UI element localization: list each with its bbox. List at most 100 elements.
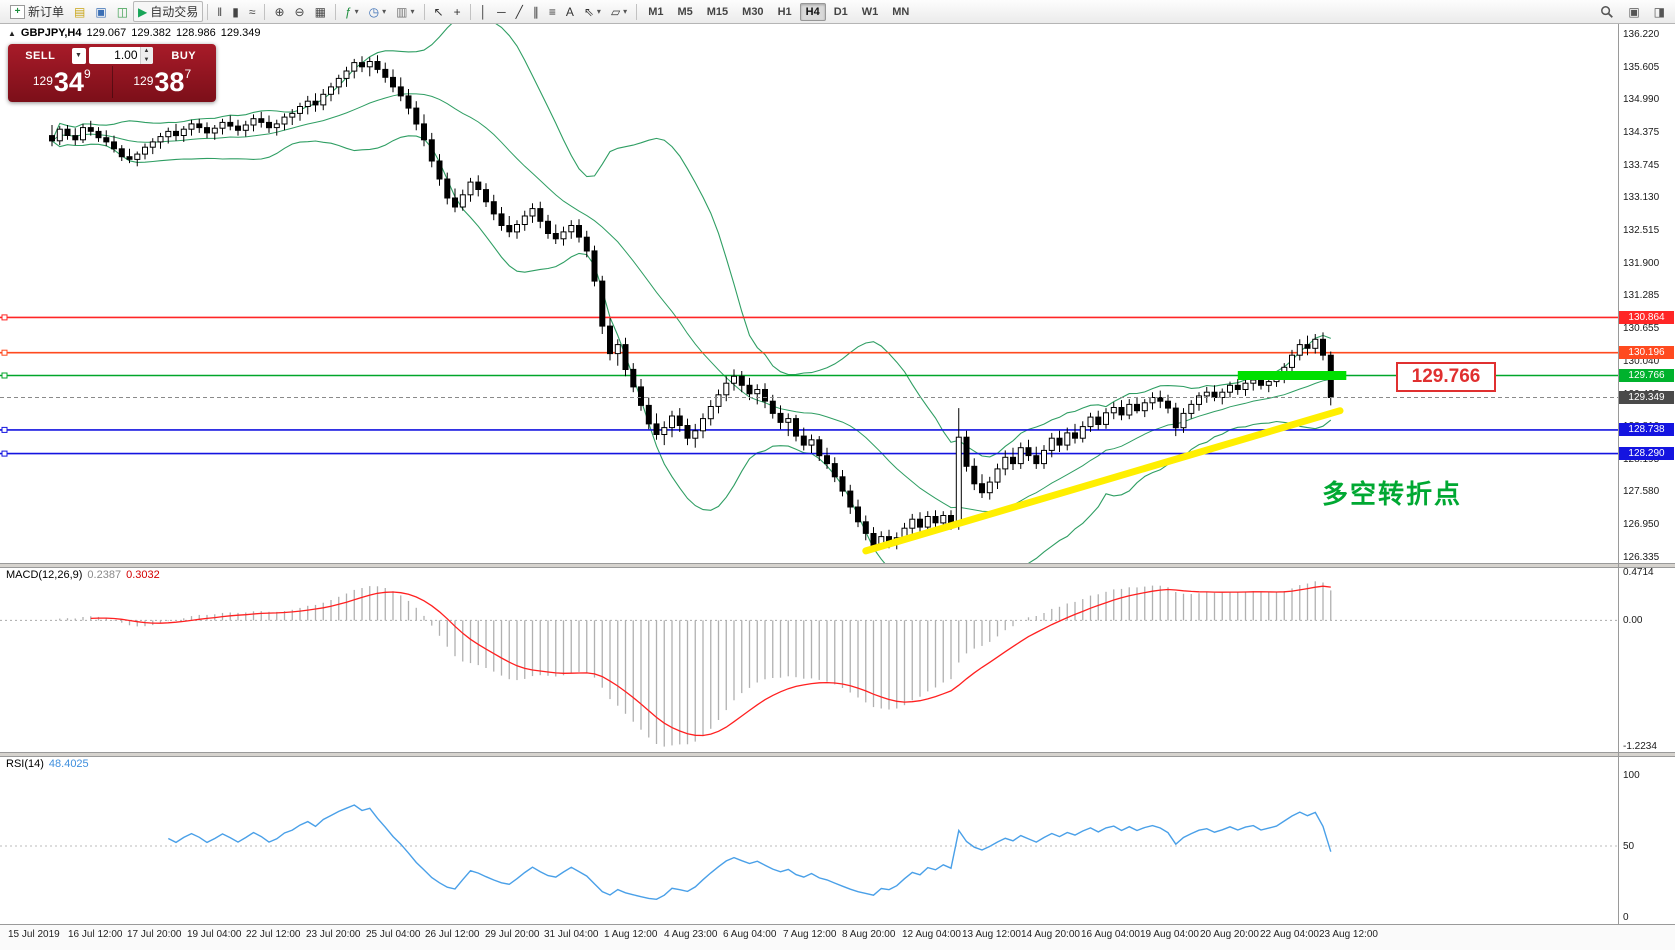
trendline-button[interactable]: ╱ [511,1,528,22]
lot-increment-button[interactable]: ▲ [140,47,153,56]
macd-rsi-separator[interactable] [0,752,1675,757]
data-window-icon: ◫ [116,4,129,19]
buy-button[interactable]: 129387 [113,66,213,98]
rsi-axis-label: 0 [1623,912,1629,923]
buy-price-big: 38 [154,67,185,97]
periods-icon: ◷ [368,4,380,19]
dropdown-caret-icon: ▾ [410,7,415,16]
lot-dropdown-button[interactable]: ▼ [71,47,86,64]
time-label: 7 Aug 12:00 [783,929,837,940]
price-callout-box[interactable]: 129.766 [1396,362,1496,392]
time-label: 16 Aug 04:00 [1081,929,1140,940]
toolbar-separator [636,3,638,20]
lot-size-input[interactable]: 1.00 ▲ ▼ [88,47,153,64]
timeframe-m15-button[interactable]: M15 [706,5,729,18]
cursor-button[interactable]: ↖ [429,1,449,22]
crosshair-icon: + [453,4,461,19]
line-handle[interactable] [1,314,8,321]
data-window-button[interactable]: ◫ [112,1,133,22]
time-label: 8 Aug 20:00 [842,929,896,940]
time-label: 6 Aug 04:00 [723,929,777,940]
time-label: 22 Jul 12:00 [246,929,301,940]
resistance-zone[interactable] [1237,371,1347,380]
sell-price-sup: 9 [83,67,91,81]
price-axis-line [1618,23,1619,924]
sell-button[interactable]: 129349 [12,66,113,98]
indicators-button[interactable]: ƒ ▾ [340,1,364,22]
channel-button[interactable]: ∥ [528,1,544,22]
time-axis: 15 Jul 2019 16 Jul 12:00 17 Jul 20:00 19 Ju… [0,924,1675,950]
toolbar-separator [264,3,266,20]
candles-chart-button[interactable]: ▮ [227,1,244,22]
time-label: 16 Jul 12:00 [68,929,123,940]
time-label: 14 Aug 20:00 [1021,929,1080,940]
symbol-ohlc-line: ▲ GBPJPY,H4 129.067 129.382 128.986 129.… [8,27,261,39]
chart-window-button[interactable]: ▤ [69,1,90,22]
line-chart-button[interactable]: ≈ [244,1,261,22]
bars-chart-button[interactable]: ‖ [212,1,227,22]
high-value: 129.382 [131,27,171,39]
tile-windows-button[interactable]: ▦ [310,1,331,22]
macd-value-signal: 0.3032 [126,569,160,581]
symbol-collapse-icon[interactable]: ▲ [8,28,16,38]
timeframe-d1-button[interactable]: D1 [833,5,848,18]
search-button[interactable] [1595,1,1619,22]
toolbar-button-groups: + 新订单 ▤ ▣ ◫ ▶ 自动交易 ‖ ▮ ≈ ⊕ ⊖ ▦ ƒ ▾ ◷ ▾ ▥ ▾ ↖ + │ ─ ╱ ∥ ≡ A ⇖ ▾ ▱ ▾ [5,1,632,22]
candles [49,55,1334,551]
periods-button[interactable]: ◷ ▾ [364,1,392,22]
line-handle[interactable] [1,450,8,457]
templates-button[interactable]: ▥ ▾ [391,1,419,22]
timeframe-mn-button[interactable]: MN [892,5,910,18]
arrows-button[interactable]: ⇖ ▾ [579,1,606,22]
turning-point-annotation[interactable]: 多空转折点 [1322,479,1463,509]
lot-decrement-button[interactable]: ▼ [140,55,153,64]
crosshair-button[interactable]: + [449,1,466,22]
price-axis-tick: 131.900 [1623,258,1660,269]
timeframe-h4-button[interactable]: H4 [799,2,826,21]
shapes-button[interactable]: ▱ ▾ [606,1,632,22]
text-button[interactable]: A [561,1,579,22]
time-label: 15 Jul 2019 [8,929,60,940]
timeframe-m1-button[interactable]: M1 [648,5,664,18]
timeframe-h1-button[interactable]: H1 [777,5,792,18]
vertical-line-button[interactable]: │ [475,1,493,22]
line-handle[interactable] [1,372,8,379]
new-order-button[interactable]: + 新订单 [5,1,69,22]
horizontal-line-button[interactable]: ─ [492,1,511,22]
price-axis-tick: 134.375 [1623,127,1660,138]
toolbar-separator [469,3,471,20]
price-axis-tick: 127.580 [1623,486,1660,497]
time-label: 26 Jul 12:00 [425,929,480,940]
timeframe-w1-button[interactable]: W1 [861,5,879,18]
time-label: 17 Jul 20:00 [127,929,182,940]
rsi-line [167,804,1332,901]
horizontal-line-icon: ─ [497,4,506,19]
zoom-out-button[interactable]: ⊖ [290,1,310,22]
time-label: 12 Aug 04:00 [902,929,961,940]
line-handle[interactable] [1,426,8,433]
macd-signal-line [90,585,1331,737]
price-flag-129.349: 129.349 [1619,391,1674,404]
cursor-icon: ↖ [433,4,444,19]
line-handle[interactable] [1,349,8,356]
time-label: 1 Aug 12:00 [604,929,658,940]
new-chart-button[interactable]: ▣ [1623,1,1644,22]
trendline-object[interactable] [862,407,1344,555]
new-order-button-label: 新订单 [28,5,65,19]
layout-button[interactable]: ◨ [1649,1,1670,22]
price-flag-128.290: 128.290 [1619,447,1674,460]
sell-label: SELL [25,49,56,62]
zoom-in-button[interactable]: ⊕ [269,1,289,22]
profiles-icon: ▣ [95,4,107,19]
timeframe-m5-button[interactable]: M5 [677,5,693,18]
arrows-icon: ⇖ [583,4,594,19]
main-macd-separator[interactable] [0,563,1675,568]
autotrade-button[interactable]: ▶ 自动交易 [133,1,204,22]
fibonacci-button[interactable]: ≡ [544,1,561,22]
one-click-trade-panel: SELL ▼ 1.00 ▲ ▼ BUY 129349 129387 [8,44,216,102]
price-axis-tick: 134.990 [1623,94,1660,105]
profiles-button[interactable]: ▣ [90,1,111,22]
timeframe-m30-button[interactable]: M30 [742,5,764,18]
